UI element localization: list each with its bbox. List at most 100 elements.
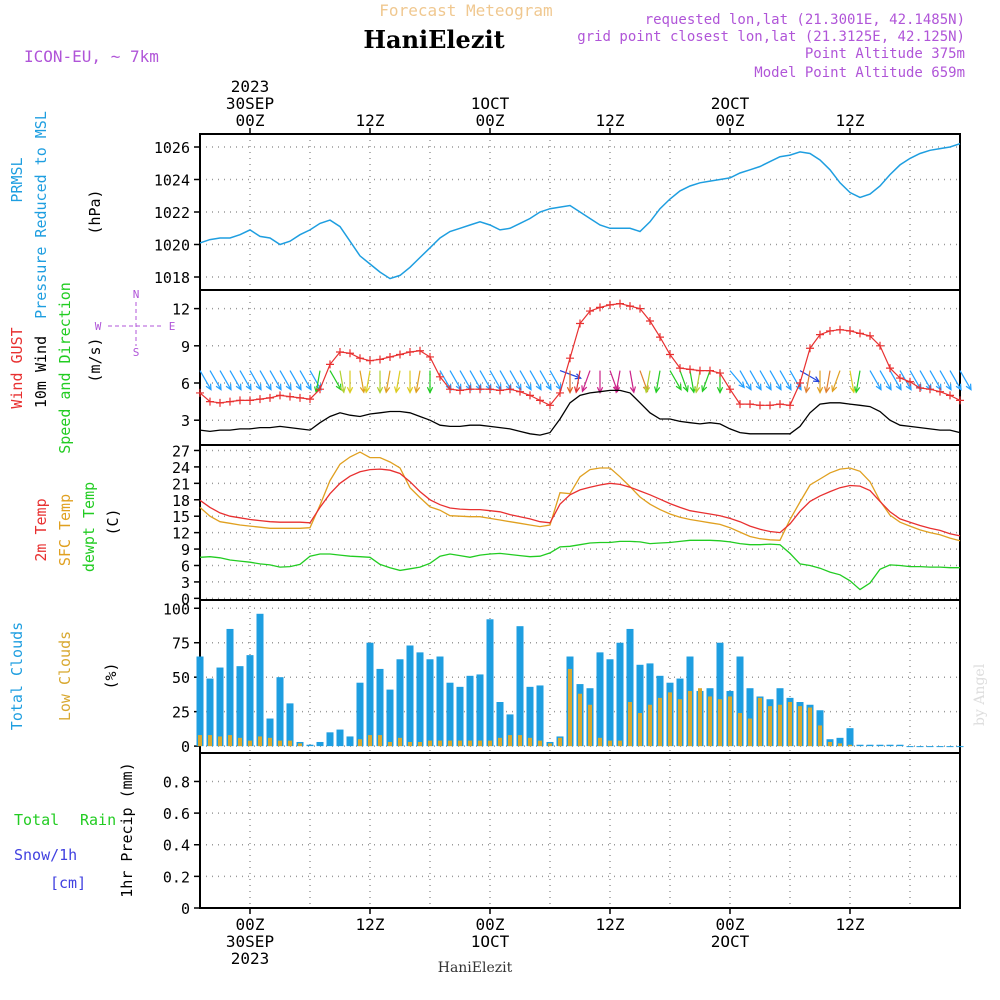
bar-low-clouds [788,702,792,747]
gust-marker [456,386,464,395]
wind-arrow [329,370,342,390]
y-tick-label: 21 [172,475,190,493]
wind-arrow-head [335,383,342,391]
wind-arrow-head [935,383,942,391]
x-tick-label-top: 2023 [231,77,270,96]
gust-marker [526,391,534,400]
wind-arrow-head [235,383,242,391]
gust-marker [696,366,704,375]
wind-arrow [609,370,619,392]
gust-marker [926,385,934,394]
x-tick-label-top: 12Z [836,111,865,130]
wind-arrow-head [745,383,752,391]
label-sfc-temp: SFC Temp [56,494,74,566]
y-tick-label: 0.2 [163,868,190,886]
bar-total-clouds [506,714,514,747]
bar-low-clouds [828,741,832,747]
wind-arrow-head [765,383,772,391]
gust-marker [426,352,434,361]
wind-arrow [539,370,552,390]
bar-total-clouds [356,682,364,747]
wind-arrow-head [596,386,604,394]
y-tick-label: 0 [181,900,190,918]
wind-arrow [209,370,222,390]
bar-low-clouds [618,740,622,747]
grid-point-coords: grid point closest lon,lat (21.3125E, 42… [577,29,965,45]
gust-marker [776,400,784,409]
y-tick-label: 0 [181,590,190,608]
wind-arrow-head [245,383,252,391]
bar-low-clouds [298,743,302,747]
x-tick-label-top: 00Z [476,111,505,130]
wind-arrow-head [205,383,212,391]
gust-marker [616,299,624,308]
wind-arrow [365,370,371,393]
wind-arrow-head [755,383,762,391]
bar-total-clouds [336,729,344,747]
bar-total-clouds [746,688,754,747]
bar-total-clouds [616,642,624,747]
bar-low-clouds [278,740,282,747]
label-wind-gust: Wind GUST [8,327,26,408]
wind-arrow [929,370,942,390]
gust-marker [556,388,564,397]
wind-arrow [395,370,401,393]
requested-coords: requested lon,lat (21.3001E, 42.1485N) [645,12,965,28]
y-tick-label: 75 [172,635,190,653]
bar-low-clouds [778,704,782,747]
y-tick-label: 6 [181,375,190,393]
wind-arrow [279,370,292,390]
bar-total-clouds [836,737,844,747]
wind-arrow-head [295,383,302,391]
bar-total-clouds [856,744,864,747]
wind-arrow-head [535,383,542,391]
wind-arrow-head [675,383,682,391]
bar-low-clouds [588,704,592,747]
y-tick-label: 15 [172,508,190,526]
bar-low-clouds [538,740,542,747]
bar-total-clouds [196,656,204,747]
location-title: HaniElezit [363,25,504,54]
wind-arrow [385,370,391,393]
bar-total-clouds [346,736,354,747]
bar-total-clouds [276,677,284,747]
gust-marker [306,395,314,404]
wind-arrow [729,370,745,388]
wind-arrow-head [701,385,708,393]
label-total: Total [14,811,59,829]
bar-low-clouds [578,693,582,747]
wind-arrow-head [339,386,347,394]
wind-arrow [509,370,522,390]
wind-arrow-head [225,383,232,391]
y-tick-label: 27 [172,442,190,460]
bar-total-clouds [286,703,294,747]
gust-marker [206,397,214,406]
gust-marker [856,329,864,338]
y-tick-label: 6 [181,557,190,575]
bar-low-clouds [678,699,682,747]
wind-arrow [469,370,482,390]
bar-total-clouds [906,746,914,748]
gust-marker [486,385,494,394]
gust-marker [246,396,254,405]
bar-low-clouds [758,697,762,747]
wind-arrow [919,370,932,390]
bar-total-clouds [486,619,494,747]
bar-low-clouds [388,741,392,747]
x-tick-label-top: 12Z [356,111,385,130]
bar-low-clouds [848,744,852,747]
wind-arrow [239,370,252,390]
bar-low-clouds [628,702,632,747]
label-speed-direction: Speed and Direction [56,282,74,454]
bar-low-clouds [238,737,242,747]
wind-arrow-head [965,383,972,391]
bar-total-clouds [646,663,654,747]
label-total-clouds: Total Clouds [8,622,26,730]
bar-total-clouds [426,659,434,747]
bar-low-clouds [508,735,512,747]
series-dewpt-temp [199,539,960,591]
wind-arrow [759,370,772,390]
y-tick-label: 100 [163,600,190,618]
bar-total-clouds [236,666,244,747]
bar-total-clouds [516,626,524,747]
